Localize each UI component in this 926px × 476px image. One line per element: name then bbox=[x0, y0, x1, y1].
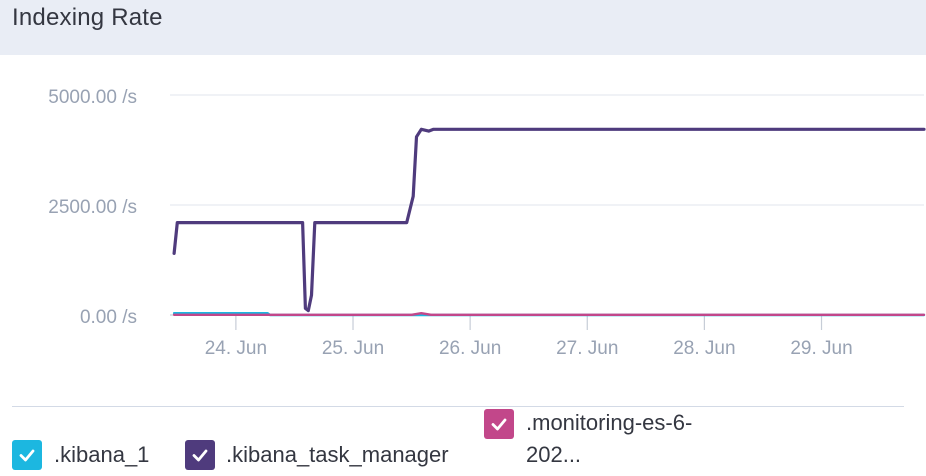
x-tick-label: 28. Jun bbox=[673, 338, 735, 359]
panel-header: Indexing Rate bbox=[0, 0, 926, 55]
legend-divider bbox=[12, 406, 904, 407]
panel-title: Indexing Rate bbox=[12, 4, 163, 31]
series-line-2 bbox=[172, 127, 926, 313]
check-icon bbox=[19, 449, 35, 462]
legend-checkbox-kibana-task-manager[interactable] bbox=[185, 440, 215, 470]
legend-checkbox-kibana-1[interactable] bbox=[12, 440, 42, 470]
indexing-rate-chart: 0.00 /s 2500.00 /s 5000.00 /s 24. Jun 25. Ju… bbox=[48, 87, 926, 359]
y-tick-label: 0.00 /s bbox=[80, 307, 137, 328]
legend-label-kibana-task-manager: .kibana_task_manager bbox=[226, 442, 449, 467]
y-tick-label: 2500.00 /s bbox=[48, 197, 137, 218]
legend-checkbox-monitoring-es[interactable] bbox=[484, 409, 514, 439]
check-icon bbox=[192, 449, 208, 462]
check-icon bbox=[491, 418, 507, 431]
x-tick-label: 26. Jun bbox=[439, 338, 501, 359]
y-tick-label: 5000.00 /s bbox=[48, 87, 137, 108]
legend-label-monitoring-es: .monitoring-es-6-202... bbox=[526, 410, 693, 467]
x-tick-label: 24. Jun bbox=[205, 338, 267, 359]
x-tick-label: 29. Jun bbox=[790, 338, 852, 359]
x-tick-label: 27. Jun bbox=[556, 338, 618, 359]
series-line-3 bbox=[172, 312, 926, 316]
legend-label-kibana-1: .kibana_1 bbox=[54, 442, 150, 467]
x-tick-label: 25. Jun bbox=[322, 338, 384, 359]
